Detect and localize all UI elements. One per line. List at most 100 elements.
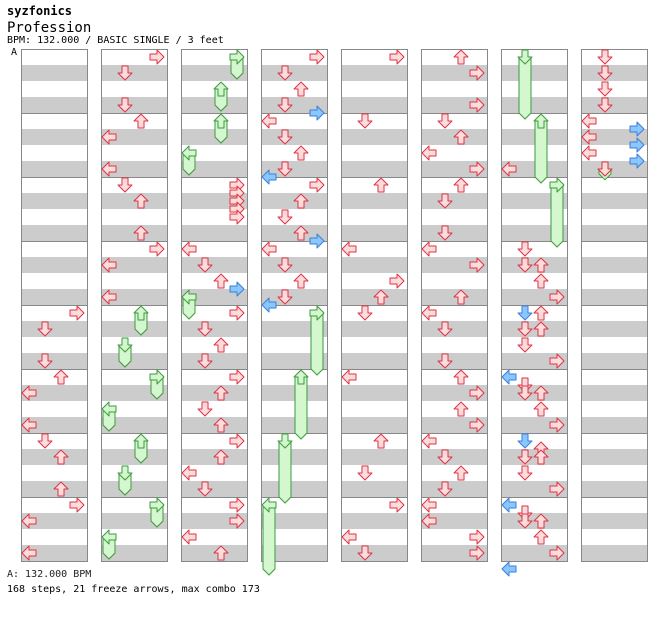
step-arrow-right [389,49,405,65]
stripe [341,497,408,513]
stripe [21,289,88,305]
stripe [581,369,648,385]
step-arrow-down [117,177,133,193]
stripe [181,241,248,257]
step-arrow-left [261,297,277,313]
step-arrow-up [213,449,229,465]
stripe [421,353,488,369]
step-arrow-down [197,353,213,369]
stripe [21,417,88,433]
step-arrow-up [373,433,389,449]
freeze-head-arrow [293,369,309,385]
freeze-body [518,56,532,120]
step-arrow-left [501,161,517,177]
stripe [581,417,648,433]
stripe [101,209,168,225]
stripe [341,401,408,417]
stripe [261,65,328,81]
song-artist: syzfonics [7,4,73,18]
step-arrow-down [517,337,533,353]
step-arrow-right [549,353,565,369]
freeze-head-arrow [181,145,197,161]
step-arrow-right [549,417,565,433]
step-arrow-left [421,433,437,449]
step-arrow-up [53,481,69,497]
stripe [581,353,648,369]
step-arrow-down [357,545,373,561]
step-arrow-right [309,49,325,65]
stripe [341,305,408,321]
stripe [421,417,488,433]
stripe [421,113,488,129]
freeze-head-arrow [149,497,165,513]
step-arrow-down [517,241,533,257]
step-arrow-right [229,433,245,449]
stripe [581,177,648,193]
step-arrow-up [133,193,149,209]
step-arrow-left [501,369,517,385]
step-arrow-left [101,129,117,145]
stripe [21,145,88,161]
step-arrow-down [437,321,453,337]
step-arrow-right [309,105,325,121]
step-arrow-right [389,273,405,289]
stripe [341,529,408,545]
stripe [101,65,168,81]
step-arrow-up [453,49,469,65]
stripe [501,481,568,497]
stripe [501,353,568,369]
step-arrow-up [293,193,309,209]
step-arrow-left [21,385,37,401]
stripe [421,449,488,465]
stripe [101,545,168,561]
step-arrow-up [533,257,549,273]
step-arrow-down [277,161,293,177]
stripe [21,353,88,369]
step-arrow-up [53,449,69,465]
step-arrow-up [213,417,229,433]
stripe [421,145,488,161]
stripe [21,161,88,177]
stripe [581,129,648,145]
stripe [341,49,408,65]
chart-meta: BPM: 132.000 / BASIC SINGLE / 3 feet [7,35,224,46]
stripe [341,257,408,273]
stripe [421,161,488,177]
chart-column-frame [501,49,568,562]
step-arrow-up [213,545,229,561]
stripe [421,257,488,273]
stripe [21,321,88,337]
stripe [501,337,568,353]
step-arrow-left [101,289,117,305]
step-arrow-right [229,305,245,321]
stripe [421,321,488,337]
step-arrow-left [341,369,357,385]
stripe [181,177,248,193]
step-arrow-up [293,273,309,289]
step-arrow-left [21,513,37,529]
step-arrow-down [357,305,373,321]
step-arrow-left [421,305,437,321]
step-arrow-left [181,529,197,545]
stripe [101,161,168,177]
step-arrow-right [229,209,245,225]
stripe [581,257,648,273]
freeze-head-arrow [101,529,117,545]
stripe [581,385,648,401]
stripe [261,529,328,545]
step-arrow-up [453,177,469,193]
step-arrow-right [469,545,485,561]
step-arrow-right [629,121,645,137]
stripe [181,289,248,305]
stripe [581,433,648,449]
step-arrow-down [517,385,533,401]
step-arrow-up [533,273,549,289]
chart-column-frame [341,49,408,562]
step-arrow-down [517,321,533,337]
step-arrow-left [341,241,357,257]
step-arrow-up [533,529,549,545]
stripe [21,433,88,449]
freeze-head-arrow [133,433,149,449]
stripe [21,81,88,97]
step-arrow-down [117,65,133,81]
